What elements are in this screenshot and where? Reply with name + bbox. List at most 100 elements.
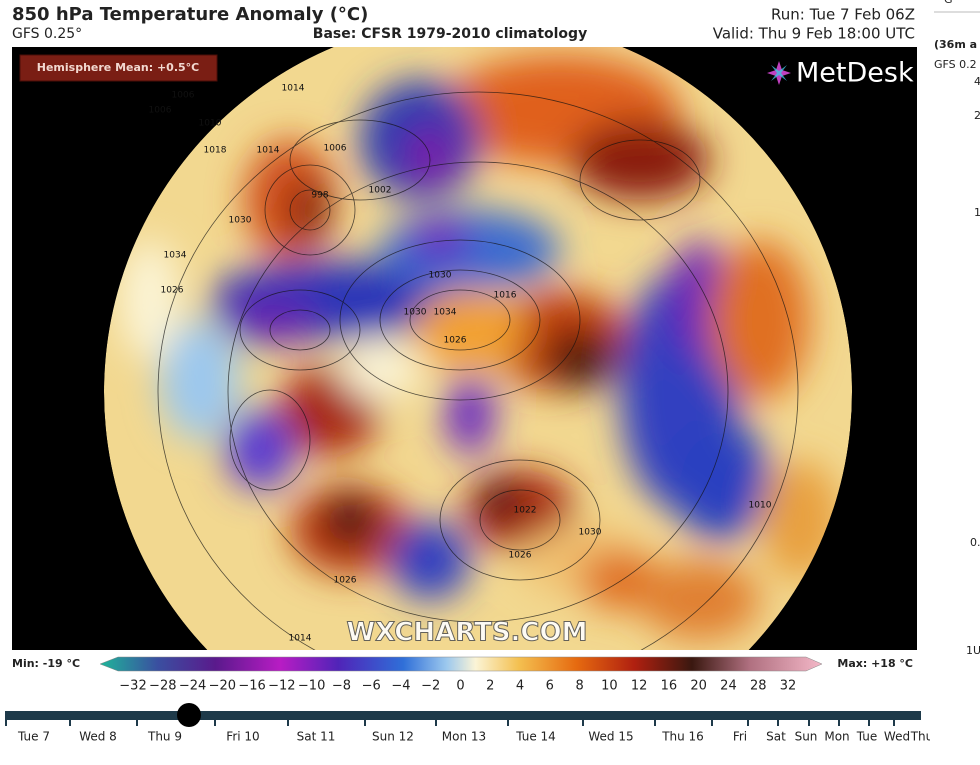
- isobar-label: 1010: [199, 119, 222, 129]
- isobar: [157, 91, 799, 650]
- timeline-track[interactable]: [5, 711, 921, 720]
- isobar-label: 1030: [404, 308, 427, 318]
- anomaly-blob: [340, 340, 420, 400]
- isobar: [269, 309, 331, 351]
- timeline-label[interactable]: Thu: [910, 730, 934, 744]
- colorbar-tick-label: 0: [456, 679, 464, 694]
- anomaly-blob: [570, 120, 710, 200]
- anomaly-blob: [710, 240, 810, 400]
- isobar: [579, 139, 701, 221]
- isobar: [239, 289, 361, 371]
- side-panel-text: (36m a: [934, 38, 977, 51]
- colorbar-tick-label: 12: [631, 679, 648, 694]
- colorbar-tick-label: 32: [780, 679, 797, 694]
- isobar-label: 1026: [509, 551, 532, 561]
- colorbar-tick-label: 6: [546, 679, 554, 694]
- isobar: [289, 119, 431, 201]
- colorbar-tick-label: 4: [516, 679, 524, 694]
- side-panel-text: G: [944, 0, 953, 6]
- colorbar-tick-label: −32: [119, 679, 146, 694]
- isobar-label: 1026: [334, 576, 357, 586]
- side-panel: G (36m a GFS 0.2 4 2 1 0. 1U: [930, 0, 980, 765]
- timeline-label[interactable]: Sun 12: [372, 730, 414, 744]
- colorbar-tick-label: 24: [720, 679, 737, 694]
- side-panel-text: 1U: [966, 644, 980, 657]
- timeline-label[interactable]: Wed 8: [79, 730, 117, 744]
- isobar: [409, 289, 511, 351]
- side-panel-bg: [930, 0, 980, 765]
- timeline-label[interactable]: Mon 13: [442, 730, 486, 744]
- timeline: Tue 7 Wed 8 Thu 9 Fri 10 Sat 11 Sun 12 Mon 13 T…: [5, 720, 934, 744]
- anomaly-blob: [160, 320, 240, 440]
- isobar-label: 1006: [149, 106, 172, 116]
- timeline-label[interactable]: Tue 14: [515, 730, 556, 744]
- colorbar-tick-label: −28: [149, 679, 176, 694]
- side-panel-text: 2: [974, 109, 980, 122]
- isobar-label: 1034: [434, 308, 457, 318]
- anomaly-blob: [445, 375, 495, 455]
- timeline-label[interactable]: Tue: [856, 730, 878, 744]
- anomaly-blob: [545, 330, 615, 390]
- isobar-label: 1016: [494, 291, 517, 301]
- colorbar-tick-label: 28: [750, 679, 767, 694]
- isobar-label: 1014: [257, 146, 280, 156]
- timeline-label[interactable]: Fri 10: [226, 730, 259, 744]
- isobar-label: 1034: [164, 251, 187, 261]
- colorbar-tick-label: 20: [690, 679, 707, 694]
- isobar: [379, 269, 541, 371]
- hemisphere-mean: Hemisphere Mean: +0.5°C: [37, 61, 200, 74]
- anomaly-blob: [380, 210, 560, 290]
- run: Run: Tue 7 Feb 06Z: [771, 6, 915, 24]
- side-panel-text: GFS 0.2: [934, 58, 977, 71]
- isobar: [227, 161, 729, 623]
- colorbar-tick-label: −10: [298, 679, 325, 694]
- colorbar-ticks: −32 −28 −24 −20 −16 −12 −10 −8 −6 −4 −2 0 2 4 6 8 10 12 16…: [119, 679, 796, 694]
- timeline-label[interactable]: Mon: [824, 730, 849, 744]
- anomaly-blob: [640, 560, 760, 640]
- anomaly-blob: [480, 480, 520, 520]
- side-panel-text: 0.: [970, 536, 980, 549]
- colorbar-tick-label: −24: [179, 679, 206, 694]
- side-panel-text: 1: [974, 206, 980, 219]
- timeline-label[interactable]: Fri: [733, 730, 747, 744]
- timeline-label[interactable]: Sun: [795, 730, 818, 744]
- colorbar-tick-label: 10: [601, 679, 618, 694]
- valid: Valid: Thu 9 Feb 18:00 UTC: [713, 25, 915, 43]
- colorbar-tick-label: −16: [238, 679, 265, 694]
- timeline-label[interactable]: Thu 9: [147, 730, 182, 744]
- anomaly-blob: [415, 290, 525, 370]
- base: Base: CFSR 1979-2010 climatology: [313, 26, 587, 42]
- anomaly-blob: [580, 550, 660, 610]
- colorbar-tick-label: −2: [421, 679, 440, 694]
- timeline-label[interactable]: Sat 11: [297, 730, 336, 744]
- isobar: [439, 459, 601, 581]
- isobar-label: 1014: [289, 634, 312, 644]
- isobar-label: 1022: [514, 506, 537, 516]
- hemisphere-mean-box: [19, 54, 218, 82]
- timeline-label[interactable]: Wed: [884, 730, 910, 744]
- isobar-label: 1030: [229, 216, 252, 226]
- isobar-label: 1010: [749, 501, 772, 511]
- isobar: [264, 164, 356, 256]
- anomaly-blob: [220, 295, 320, 345]
- anomaly-blob: [325, 495, 375, 545]
- colorbar-max: Max: +18 °C: [837, 657, 913, 670]
- anomaly-blob: [405, 125, 455, 185]
- colorbar-tick-label: −20: [209, 679, 236, 694]
- isobar-label: 1006: [324, 144, 347, 154]
- logo-icon: [767, 61, 791, 85]
- timeline-label[interactable]: Tue 7: [17, 730, 50, 744]
- isobar-label: 1026: [161, 286, 184, 296]
- colorbar-tick-label: −4: [391, 679, 410, 694]
- timeline-label[interactable]: Thu 16: [661, 730, 704, 744]
- map-disc: [104, 47, 852, 650]
- side-panel-text: 4: [974, 75, 980, 88]
- timeline-knob[interactable]: [177, 703, 201, 727]
- logo: MetDesk: [796, 58, 914, 89]
- timeline-label[interactable]: Wed 15: [588, 730, 633, 744]
- timeline-label[interactable]: Sat: [766, 730, 786, 744]
- isobar-label: 1006: [172, 91, 195, 101]
- isobar: [339, 239, 581, 401]
